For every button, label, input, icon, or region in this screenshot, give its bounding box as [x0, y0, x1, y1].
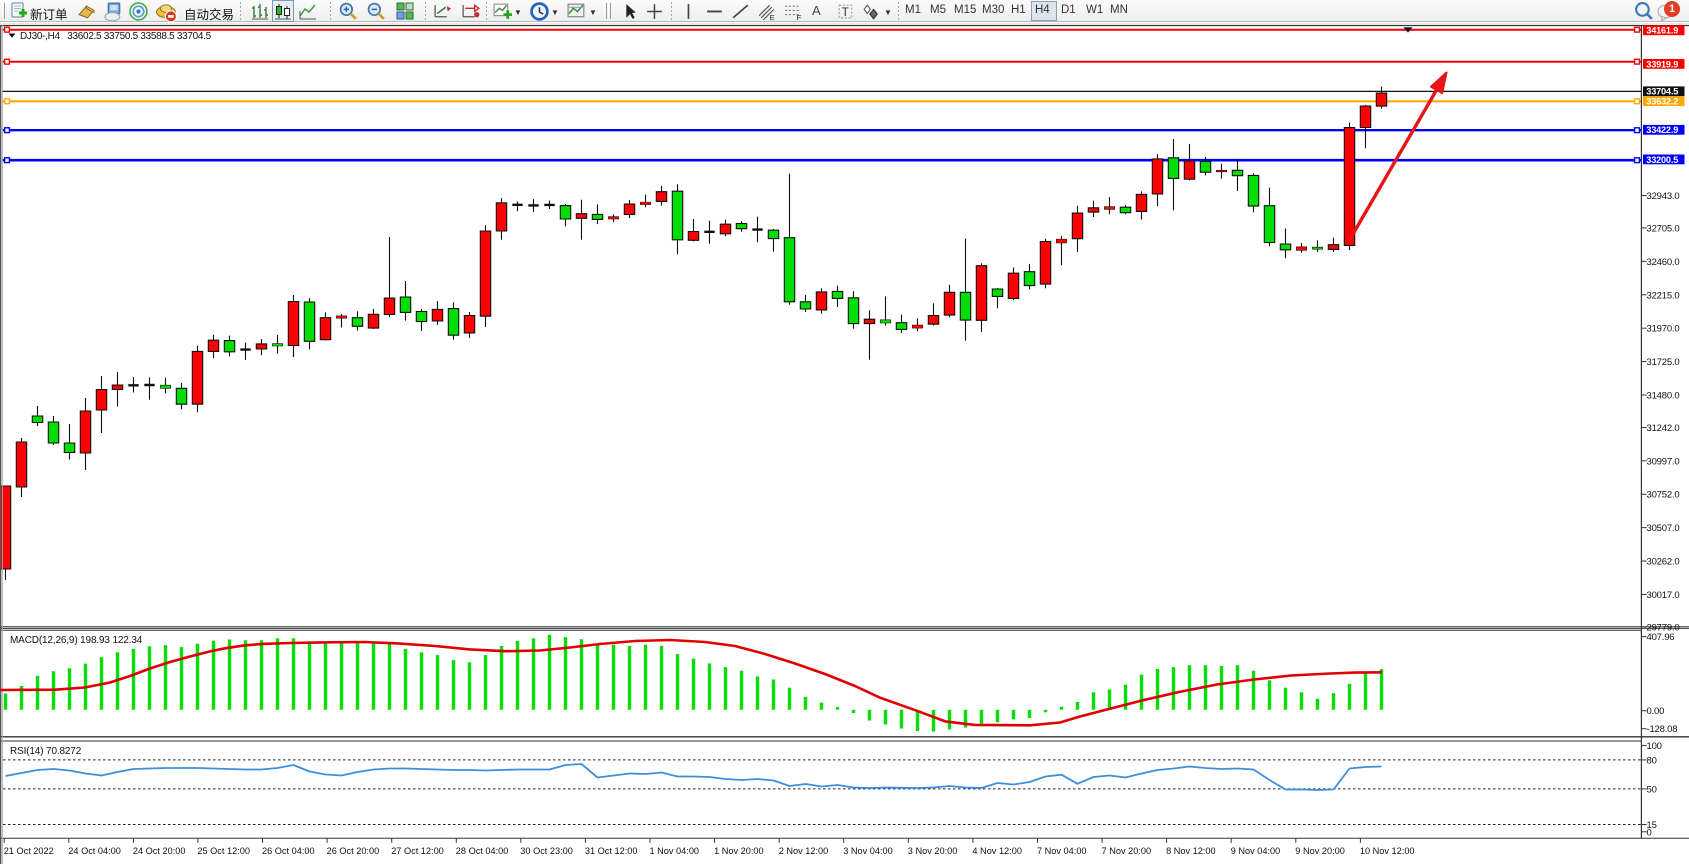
- svg-text:26 Oct 20:00: 26 Oct 20:00: [327, 846, 380, 856]
- svg-text:0: 0: [1647, 827, 1652, 838]
- svg-text:10 Nov 12:00: 10 Nov 12:00: [1360, 846, 1415, 856]
- svg-text:50: 50: [1647, 784, 1657, 795]
- svg-text:RSI(14) 70.8272: RSI(14) 70.8272: [10, 746, 82, 757]
- svg-text:30 Oct 23:00: 30 Oct 23:00: [520, 846, 573, 856]
- svg-text:33200.5: 33200.5: [1646, 155, 1678, 165]
- svg-text:27 Oct 12:00: 27 Oct 12:00: [391, 846, 444, 856]
- svg-text:9 Nov 04:00: 9 Nov 04:00: [1231, 846, 1281, 856]
- svg-text:9 Nov 20:00: 9 Nov 20:00: [1295, 846, 1345, 856]
- svg-text:3 Nov 20:00: 3 Nov 20:00: [908, 846, 958, 856]
- svg-text:15: 15: [1647, 820, 1657, 831]
- svg-text:407.96: 407.96: [1647, 632, 1675, 643]
- svg-text:80: 80: [1647, 755, 1657, 766]
- svg-text:30262.0: 30262.0: [1647, 557, 1680, 568]
- svg-text:26 Oct 04:00: 26 Oct 04:00: [262, 846, 315, 856]
- svg-text:MACD(12,26,9) 198.93 122.34: MACD(12,26,9) 198.93 122.34: [10, 635, 143, 646]
- svg-text:E: E: [770, 13, 775, 22]
- svg-text:30752.0: 30752.0: [1647, 490, 1680, 501]
- svg-text:33422.9: 33422.9: [1646, 125, 1678, 135]
- svg-text:8 Nov 12:00: 8 Nov 12:00: [1166, 846, 1216, 856]
- svg-text:3 Nov 04:00: 3 Nov 04:00: [843, 846, 893, 856]
- svg-text:100: 100: [1647, 741, 1662, 752]
- svg-text:34161.9: 34161.9: [1646, 26, 1678, 36]
- svg-text:F: F: [797, 13, 802, 22]
- svg-text:24 Oct 04:00: 24 Oct 04:00: [68, 846, 121, 856]
- svg-text:21 Oct 2022: 21 Oct 2022: [4, 846, 54, 856]
- svg-text:31242.0: 31242.0: [1647, 423, 1680, 434]
- svg-text:30017.0: 30017.0: [1647, 590, 1680, 601]
- svg-text:31 Oct 12:00: 31 Oct 12:00: [585, 846, 638, 856]
- svg-text:30507.0: 30507.0: [1647, 523, 1680, 534]
- svg-text:1 Nov 20:00: 1 Nov 20:00: [714, 846, 764, 856]
- svg-text:7 Nov 04:00: 7 Nov 04:00: [1037, 846, 1087, 856]
- svg-text:33919.9: 33919.9: [1646, 59, 1678, 69]
- svg-text:28 Oct 04:00: 28 Oct 04:00: [456, 846, 509, 856]
- svg-text:T: T: [842, 7, 849, 19]
- svg-text:31480.0: 31480.0: [1647, 390, 1680, 401]
- svg-text:2 Nov 12:00: 2 Nov 12:00: [779, 846, 829, 856]
- svg-text:33704.5: 33704.5: [1646, 87, 1678, 97]
- svg-text:29779.0: 29779.0: [1647, 622, 1680, 633]
- svg-text:32460.0: 32460.0: [1647, 257, 1680, 268]
- svg-text:32943.0: 32943.0: [1647, 191, 1680, 202]
- svg-text:1 Nov 04:00: 1 Nov 04:00: [650, 846, 700, 856]
- svg-text:0.00: 0.00: [1647, 706, 1665, 717]
- svg-text:31970.0: 31970.0: [1647, 324, 1680, 335]
- svg-text:33632.2: 33632.2: [1646, 97, 1678, 107]
- svg-text:24 Oct 20:00: 24 Oct 20:00: [133, 846, 186, 856]
- svg-text:-128.08: -128.08: [1647, 724, 1678, 735]
- svg-text:25 Oct 12:00: 25 Oct 12:00: [197, 846, 250, 856]
- svg-text:DJ30-,H4 33602.5 33750.5 335: DJ30-,H4 33602.5 33750.5 33588.5 33704.5: [20, 31, 212, 42]
- svg-text:30997.0: 30997.0: [1647, 456, 1680, 467]
- svg-text:31725.0: 31725.0: [1647, 357, 1680, 368]
- svg-text:32705.0: 32705.0: [1647, 223, 1680, 234]
- svg-text:32215.0: 32215.0: [1647, 290, 1680, 301]
- svg-text:4 Nov 12:00: 4 Nov 12:00: [972, 846, 1022, 856]
- svg-text:7 Nov 20:00: 7 Nov 20:00: [1102, 846, 1152, 856]
